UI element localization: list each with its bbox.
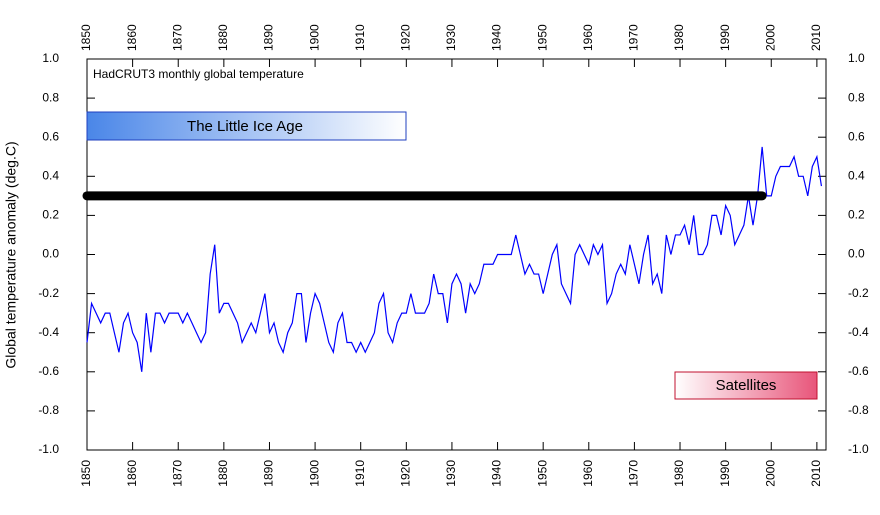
y-tick-label: 1.0 (42, 51, 59, 65)
y-tick-label: 0.8 (42, 90, 59, 104)
x-tick-label: 1950 (535, 460, 549, 487)
x-tick-label: 1920 (398, 460, 412, 487)
x2-tick-label: 1980 (672, 24, 686, 51)
annotation-box (674, 371, 818, 400)
y2-tick-label: 0.0 (848, 247, 865, 261)
x2-tick-label: 1950 (535, 24, 549, 51)
y-tick-label: -0.8 (38, 403, 59, 417)
x2-tick-label: 1920 (398, 24, 412, 51)
x2-tick-label: 1990 (718, 24, 732, 51)
x-tick-label: 1960 (581, 460, 595, 487)
y-tick-label: 0.0 (42, 247, 59, 261)
y2-tick-label: 0.4 (848, 168, 865, 182)
x2-tick-label: 2010 (809, 24, 823, 51)
y-tick-label: 0.4 (42, 168, 59, 182)
data-line (86, 146, 823, 372)
y2-tick-label: -0.8 (848, 403, 869, 417)
y-tick-label: -0.6 (38, 364, 59, 378)
y2-tick-label: -0.6 (848, 364, 869, 378)
x2-tick-label: 1880 (216, 24, 230, 51)
chart-title: HadCRUT3 monthly global temperature (93, 67, 304, 81)
x2-tick-label: 1910 (353, 24, 367, 51)
y-tick-label: 0.2 (42, 208, 59, 222)
x2-tick-label: 1850 (79, 24, 93, 51)
y-axis-label: Global temperature anomaly (deg.C) (3, 141, 19, 368)
annotation-text: Satellites (716, 377, 777, 394)
annotation-box (86, 111, 407, 141)
x2-tick-label: 1900 (307, 24, 321, 51)
y2-tick-label: -0.2 (848, 286, 869, 300)
x2-tick-label: 1970 (627, 24, 641, 51)
y2-tick-label: 1.0 (848, 51, 865, 65)
x2-tick-label: 1870 (170, 24, 184, 51)
y2-tick-label: 0.8 (848, 90, 865, 104)
x-tick-label: 1990 (718, 460, 732, 487)
x-tick-label: 1860 (125, 460, 139, 487)
x-tick-label: 1980 (672, 460, 686, 487)
x-tick-label: 1850 (79, 460, 93, 487)
x2-tick-label: 2000 (763, 24, 777, 51)
x-tick-label: 2010 (809, 460, 823, 487)
y2-tick-label: -0.4 (848, 325, 869, 339)
x2-tick-label: 1960 (581, 24, 595, 51)
x2-tick-label: 1940 (490, 24, 504, 51)
x-tick-label: 2000 (763, 460, 777, 487)
x-tick-label: 1880 (216, 460, 230, 487)
annotation-text: The Little Ice Age (187, 118, 303, 135)
x-tick-label: 1900 (307, 460, 321, 487)
x2-tick-label: 1860 (125, 24, 139, 51)
y2-tick-label: -1.0 (848, 442, 869, 456)
x-tick-label: 1870 (170, 460, 184, 487)
y2-tick-label: 0.6 (848, 129, 865, 143)
y-tick-label: 0.6 (42, 129, 59, 143)
x-tick-label: 1970 (627, 460, 641, 487)
x-tick-label: 1890 (262, 460, 276, 487)
y-tick-label: -0.2 (38, 286, 59, 300)
x-tick-label: 1940 (490, 460, 504, 487)
x-tick-label: 1930 (444, 460, 458, 487)
y-tick-label: -0.4 (38, 325, 59, 339)
y-tick-label: -1.0 (38, 442, 59, 456)
x-tick-label: 1910 (353, 460, 367, 487)
y2-tick-label: 0.2 (848, 208, 865, 222)
x2-tick-label: 1890 (262, 24, 276, 51)
x2-tick-label: 1930 (444, 24, 458, 51)
